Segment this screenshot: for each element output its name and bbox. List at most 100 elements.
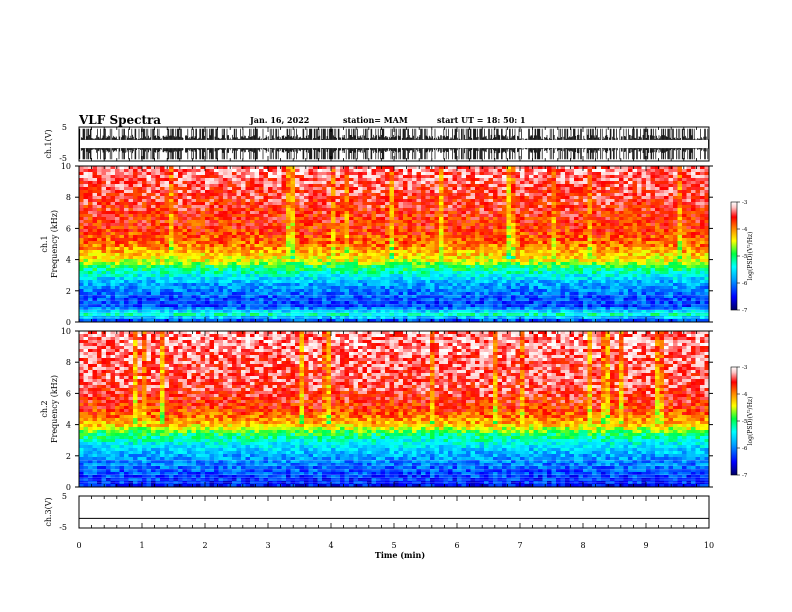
spectrogram-cell bbox=[457, 208, 462, 212]
spectrogram-cell bbox=[484, 199, 489, 203]
spectrogram-cell bbox=[452, 310, 458, 314]
spectrogram-cell bbox=[160, 292, 165, 296]
spectrogram-cell bbox=[326, 217, 332, 221]
spectrogram-cell bbox=[236, 295, 242, 299]
spectrogram-cell bbox=[448, 304, 453, 308]
spectrogram-cell bbox=[191, 292, 197, 296]
spectrogram-cell bbox=[430, 178, 435, 182]
spectrogram-cell bbox=[304, 283, 309, 287]
spectrogram-cell bbox=[403, 301, 408, 305]
spectrogram-cell bbox=[254, 241, 260, 245]
spectrogram-cell bbox=[142, 172, 147, 176]
spectrogram-cell bbox=[295, 310, 300, 314]
spectrogram-cell bbox=[133, 169, 138, 173]
spectrogram-cell bbox=[362, 196, 368, 200]
spectrogram-cell bbox=[124, 232, 129, 236]
spectrogram-cell bbox=[290, 244, 296, 248]
spectrogram-cell bbox=[227, 229, 233, 233]
spectrogram-cell bbox=[124, 283, 129, 287]
spectrogram-cell bbox=[97, 313, 102, 317]
spectrogram-cell bbox=[263, 187, 269, 191]
spectrogram-cell bbox=[182, 214, 188, 218]
spectrogram-cell bbox=[164, 190, 170, 194]
spectrogram-cell bbox=[133, 247, 138, 251]
spectrogram-cell bbox=[241, 286, 246, 290]
spectrogram-cell bbox=[79, 196, 84, 200]
spectrogram-cell bbox=[286, 253, 291, 257]
spectrogram-cell bbox=[101, 295, 107, 299]
spectrogram-cell bbox=[299, 244, 305, 248]
spectrogram-cell bbox=[191, 295, 197, 299]
spectrogram-cell bbox=[232, 217, 237, 221]
spectrogram-cell bbox=[394, 232, 399, 236]
spectrogram-cell bbox=[479, 262, 485, 266]
spectrogram-cell bbox=[124, 313, 129, 317]
spectrogram-cell bbox=[502, 244, 507, 248]
spectrogram-cell bbox=[371, 298, 377, 302]
spectrogram-cell bbox=[290, 298, 296, 302]
spectrogram-cell bbox=[133, 292, 138, 296]
spectrogram-cell bbox=[187, 313, 192, 317]
spectrogram-cell bbox=[430, 271, 435, 275]
spectrogram-cell bbox=[425, 298, 431, 302]
spectrogram-cell bbox=[106, 310, 111, 314]
spectrogram-cell bbox=[88, 277, 93, 281]
spectrogram-cell bbox=[461, 193, 467, 197]
spectrogram-cell bbox=[443, 199, 449, 203]
spectrogram-cell bbox=[326, 229, 332, 233]
spectrogram-cell bbox=[488, 262, 494, 266]
spectrogram-cell bbox=[416, 220, 422, 224]
spectrogram-cell bbox=[362, 211, 368, 215]
spectrogram-cell bbox=[155, 289, 161, 293]
spectrogram-cell bbox=[421, 199, 426, 203]
spectrogram-cell bbox=[349, 202, 354, 206]
spectrogram-cell bbox=[448, 238, 453, 242]
spectrogram-cell bbox=[268, 313, 273, 317]
spectrogram-cell bbox=[205, 238, 210, 242]
spectrogram-cell bbox=[484, 181, 489, 185]
spectrogram-cell bbox=[385, 250, 390, 254]
spectrogram-cell bbox=[227, 316, 233, 320]
spectrogram-cell bbox=[322, 244, 327, 248]
spectrogram-cell bbox=[88, 307, 93, 311]
spectrogram-cell bbox=[277, 205, 282, 209]
spectrogram-cell bbox=[470, 271, 476, 275]
spectrogram-cell bbox=[412, 268, 417, 272]
spectrogram-cell bbox=[106, 277, 111, 281]
spectrogram-cell bbox=[344, 214, 350, 218]
spectrogram-cell bbox=[281, 184, 287, 188]
spectrogram-cell bbox=[92, 169, 98, 173]
spectrogram-cell bbox=[146, 211, 152, 215]
spectrogram-cell bbox=[205, 169, 210, 173]
spectrogram-cell bbox=[502, 283, 507, 287]
spectrogram-cell bbox=[205, 178, 210, 182]
spectrogram-cell bbox=[236, 301, 242, 305]
spectrogram-cell bbox=[205, 286, 210, 290]
spectrogram-cell bbox=[227, 247, 233, 251]
spectrogram-cell bbox=[466, 220, 471, 224]
spectrogram-cell bbox=[164, 271, 170, 275]
spectrogram-cell bbox=[457, 226, 462, 230]
spectrogram-cell bbox=[79, 277, 84, 281]
spectrogram-cell bbox=[394, 211, 399, 215]
spectrogram-cell bbox=[83, 244, 89, 248]
spectrogram-cell bbox=[425, 268, 431, 272]
spectrogram-cell bbox=[304, 289, 309, 293]
spectrogram-cell bbox=[83, 235, 89, 239]
spectrogram-cell bbox=[403, 271, 408, 275]
spectrogram-cell bbox=[97, 298, 102, 302]
spectrogram-cell bbox=[169, 217, 174, 221]
spectrogram-cell bbox=[83, 175, 89, 179]
spectrogram-cell bbox=[101, 196, 107, 200]
spectrogram-cell bbox=[475, 292, 480, 296]
spectrogram-cell bbox=[241, 205, 246, 209]
spectrogram-cell bbox=[272, 256, 278, 260]
spectrogram-cell bbox=[101, 253, 107, 257]
spectrogram-cell bbox=[164, 235, 170, 239]
spectrogram-cell bbox=[340, 301, 345, 305]
spectrogram-cell bbox=[304, 217, 309, 221]
spectrogram-cell bbox=[326, 268, 332, 272]
spectrogram-cell bbox=[340, 313, 345, 317]
spectrogram-cell bbox=[286, 193, 291, 197]
spectrogram-cell bbox=[376, 268, 381, 272]
